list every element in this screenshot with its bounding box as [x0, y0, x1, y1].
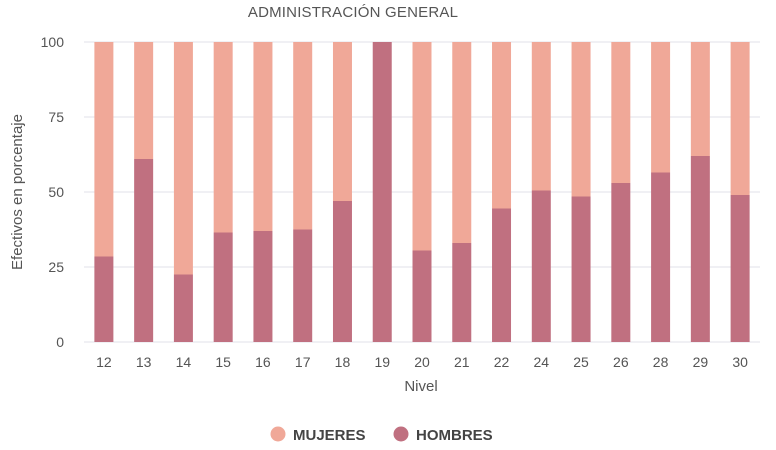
x-tick-label: 29 — [693, 354, 709, 370]
x-axis-ticks: 12 13 14 15 16 17 18 19 20 21 22 24 25 26 28 29 30 — [96, 354, 748, 370]
x-tick-label: 12 — [96, 354, 112, 370]
bar-hombres-12[interactable] — [94, 256, 114, 343]
legend-marker — [393, 426, 409, 442]
bar-mujeres-20[interactable] — [412, 42, 432, 251]
bar-mujeres-28[interactable] — [651, 42, 671, 173]
legend-label: MUJERES — [293, 427, 366, 444]
bar-hombres-21[interactable] — [452, 243, 472, 342]
x-tick-label: 18 — [335, 354, 351, 370]
x-tick-label: 30 — [732, 354, 748, 370]
x-tick-label: 13 — [136, 354, 152, 370]
bar-mujeres-15[interactable] — [213, 42, 233, 233]
y-axis-ticks: 0 25 50 75 100 — [41, 34, 65, 350]
x-tick-label: 14 — [176, 354, 192, 370]
x-tick-label: 28 — [653, 354, 669, 370]
bar-mujeres-25[interactable] — [571, 42, 591, 197]
bar-mujeres-21[interactable] — [452, 42, 472, 243]
bar-mujeres-18[interactable] — [332, 42, 352, 201]
x-tick-label: 19 — [374, 354, 390, 370]
x-tick-label: 15 — [215, 354, 231, 370]
x-axis-label: Nivel — [404, 378, 437, 395]
bar-mujeres-22[interactable] — [492, 42, 512, 209]
legend-marker — [270, 426, 286, 442]
bar-hombres-22[interactable] — [492, 208, 512, 343]
y-axis-label: Efectivos en porcentaje — [9, 114, 26, 270]
legend-item-hombres[interactable]: HOMBRES — [393, 426, 493, 445]
chart-title: ADMINISTRACIÓN GENERAL — [248, 4, 458, 21]
bar-hombres-26[interactable] — [611, 183, 631, 342]
bar-mujeres-24[interactable] — [531, 42, 551, 191]
y-tick-label: 100 — [41, 34, 65, 50]
x-tick-label: 22 — [494, 354, 510, 370]
bar-hombres-29[interactable] — [690, 156, 710, 342]
y-tick-label: 75 — [48, 109, 64, 125]
bar-hombres-13[interactable] — [134, 159, 154, 342]
legend-label: HOMBRES — [416, 427, 493, 444]
bar-hombres-28[interactable] — [651, 172, 671, 343]
y-tick-label: 0 — [56, 334, 64, 350]
x-tick-label: 17 — [295, 354, 311, 370]
y-tick-label: 50 — [48, 184, 64, 200]
bar-hombres-17[interactable] — [293, 229, 313, 343]
bar-hombres-18[interactable] — [332, 201, 352, 342]
bar-hombres-15[interactable] — [213, 232, 233, 343]
legend: MUJERES HOMBRES — [270, 426, 493, 445]
legend-item-mujeres[interactable]: MUJERES — [270, 426, 366, 445]
x-tick-label: 24 — [534, 354, 550, 370]
x-tick-label: 26 — [613, 354, 629, 370]
bar-hombres-30[interactable] — [730, 195, 750, 342]
bar-mujeres-26[interactable] — [611, 42, 631, 183]
bar-mujeres-16[interactable] — [253, 42, 273, 231]
bar-hombres-16[interactable] — [253, 231, 273, 342]
bar-hombres-24[interactable] — [531, 190, 551, 343]
bar-hombres-19[interactable] — [372, 42, 392, 342]
bar-hombres-25[interactable] — [571, 196, 591, 343]
bar-mujeres-17[interactable] — [293, 42, 313, 230]
bar-mujeres-14[interactable] — [173, 42, 193, 275]
y-tick-label: 25 — [48, 259, 64, 275]
bars — [94, 42, 750, 343]
bar-hombres-20[interactable] — [412, 250, 432, 343]
x-tick-label: 20 — [414, 354, 430, 370]
bar-mujeres-13[interactable] — [134, 42, 154, 159]
bar-hombres-14[interactable] — [173, 274, 193, 343]
x-tick-label: 25 — [573, 354, 589, 370]
bar-mujeres-30[interactable] — [730, 42, 750, 195]
bar-mujeres-12[interactable] — [94, 42, 114, 257]
x-tick-label: 16 — [255, 354, 271, 370]
x-tick-label: 21 — [454, 354, 470, 370]
bar-mujeres-29[interactable] — [690, 42, 710, 156]
